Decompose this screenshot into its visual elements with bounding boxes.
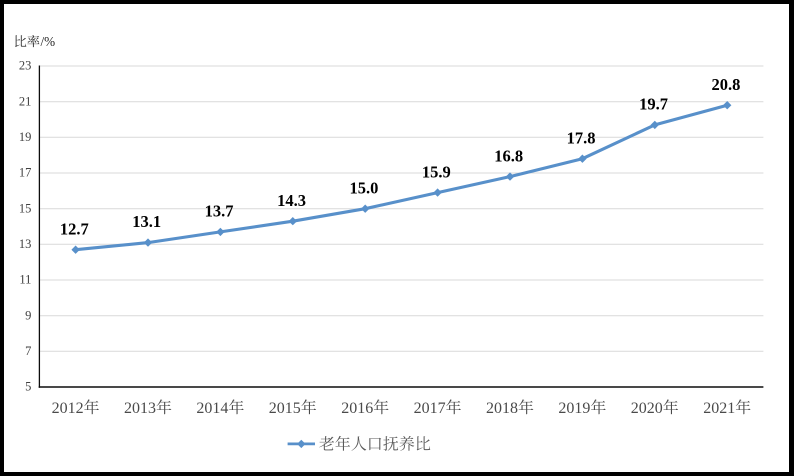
- svg-text:2016: 2016: [341, 400, 373, 417]
- svg-text:23: 23: [19, 59, 32, 73]
- svg-text:15.9: 15.9: [422, 162, 451, 181]
- svg-text:13: 13: [19, 237, 32, 251]
- svg-text:5: 5: [25, 380, 31, 394]
- svg-text:2018: 2018: [486, 400, 518, 417]
- svg-text:2020: 2020: [631, 400, 663, 417]
- svg-text:2014: 2014: [196, 400, 228, 417]
- svg-text:2015: 2015: [269, 400, 301, 417]
- svg-text:2019: 2019: [558, 400, 590, 417]
- svg-text:2013: 2013: [124, 400, 156, 417]
- svg-text:17.8: 17.8: [567, 128, 596, 147]
- svg-text:2021: 2021: [703, 400, 735, 417]
- svg-text:19: 19: [19, 130, 32, 144]
- svg-text:15: 15: [19, 201, 32, 215]
- svg-text:/%: /%: [41, 34, 56, 49]
- svg-text:2012: 2012: [52, 400, 84, 417]
- svg-text:9: 9: [25, 308, 31, 322]
- svg-text:7: 7: [25, 344, 31, 358]
- svg-text:13.1: 13.1: [132, 212, 161, 231]
- svg-text:2017: 2017: [414, 400, 446, 417]
- svg-text:15.0: 15.0: [349, 178, 378, 197]
- svg-text:14.3: 14.3: [277, 191, 306, 210]
- svg-text:19.7: 19.7: [639, 95, 668, 114]
- svg-text:20.8: 20.8: [711, 75, 740, 94]
- svg-text:12.7: 12.7: [60, 219, 89, 238]
- svg-text:21: 21: [19, 94, 32, 108]
- svg-text:17: 17: [19, 166, 32, 180]
- svg-text:11: 11: [19, 273, 31, 287]
- svg-text:16.8: 16.8: [494, 146, 523, 165]
- svg-text:13.7: 13.7: [205, 202, 234, 221]
